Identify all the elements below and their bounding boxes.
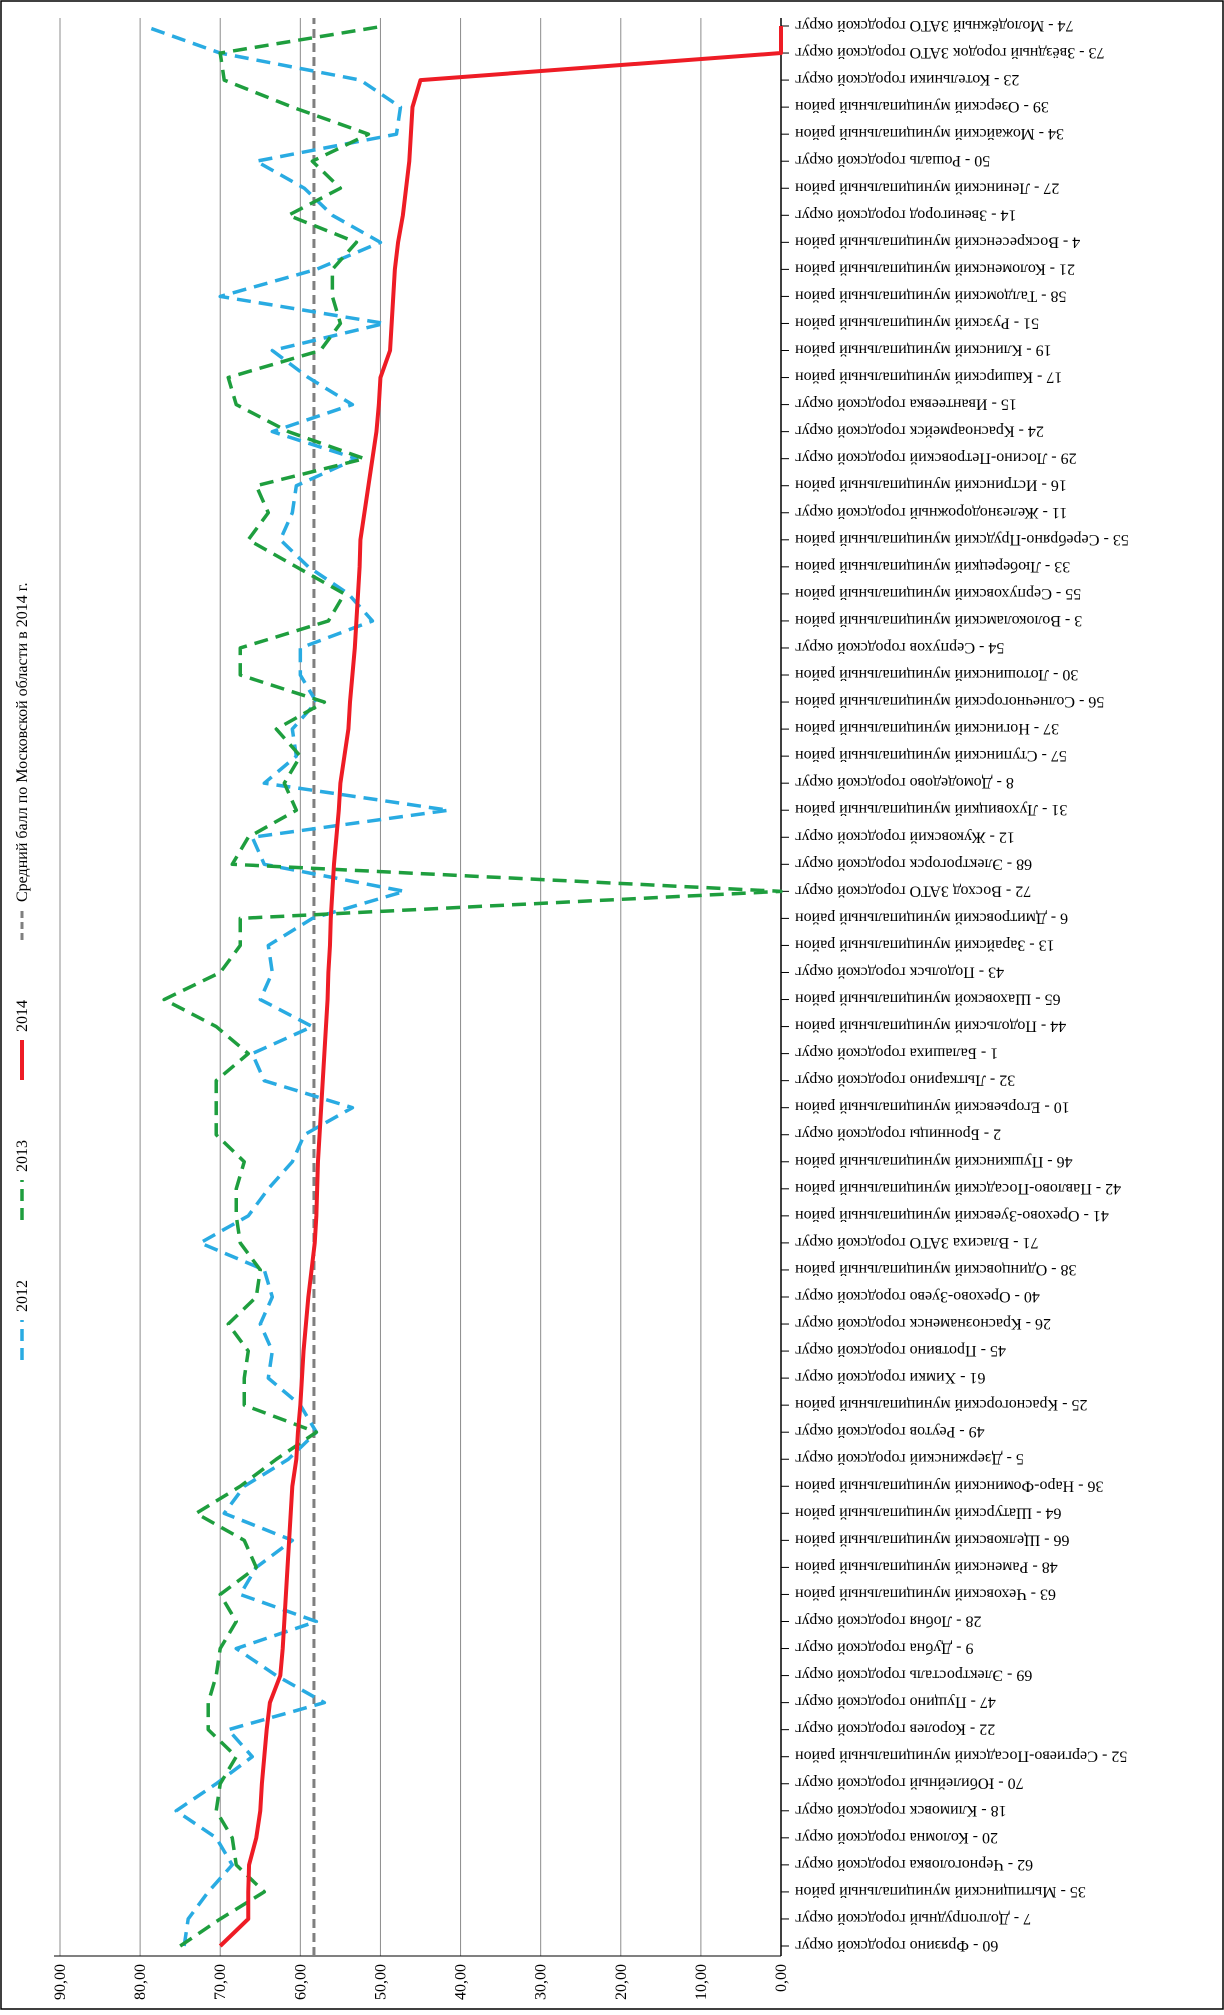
x-tick-label: 33 - Люберецкий муниципальный район [795, 558, 1071, 575]
x-tick-label: 40 - Орехово-Зуево городской округ [795, 1288, 1040, 1305]
rotated-chart: 0,00 10,00 20,00 30,00 40,00 50,00 60,00 70,00 8… [14, 17, 1129, 2000]
plot-area [54, 18, 781, 1956]
x-tick-label: 11 - Железнодорожный городской округ [795, 504, 1068, 521]
x-tick-label: 61 - Химки городской округ [795, 1369, 986, 1386]
x-tick-label: 23 - Котельники городской округ [795, 71, 1020, 88]
x-tick-label: 10 - Егорьевский муниципальный район [795, 1099, 1070, 1116]
x-tick-label: 7 - Долгопрудный городской округ [795, 1910, 1032, 1927]
x-tick-label: 22 - Королев городской округ [795, 1721, 996, 1738]
x-tick-label: 15 - Ивантеевка городской округ [795, 396, 1017, 413]
x-tick-label: 35 - Мытищинский муниципальный район [795, 1883, 1086, 1900]
x-tick-label: 64 - Шатурский муниципальный район [795, 1504, 1062, 1521]
x-tick-label: 51 - Рузский муниципальный район [795, 314, 1040, 331]
y-tick-label: 20,00 [613, 1964, 630, 2000]
y-tick-label: 30,00 [533, 1964, 550, 2000]
x-tick-label: 63 - Чеховский муниципальный район [795, 1585, 1056, 1602]
x-tick-label: 58 - Талдомский муниципальный район [795, 287, 1067, 304]
x-tick-label: 52 - Сергиево-Посадский муниципальный ра… [795, 1748, 1128, 1765]
x-tick-label: 60 - Фрязино городской округ [795, 1937, 999, 1954]
x-tick-label: 1 - Балашиха городской округ [795, 1045, 999, 1062]
x-tick-label: 5 - Дзержинский городской округ [795, 1450, 1024, 1467]
legend-label: 2013 [14, 1140, 31, 1172]
x-tick-label: 50 - Рошаль городской округ [795, 152, 991, 169]
x-tick-label: 48 - Раменский муниципальный район [795, 1558, 1058, 1575]
x-tick-label: 74 - Молодёжный ЗАТО городской округ [795, 17, 1074, 34]
x-tick-label: 43 - Подольск городской округ [795, 963, 1005, 980]
y-tick-label: 70,00 [212, 1964, 229, 2000]
y-tick-label: 10,00 [693, 1964, 710, 2000]
x-tick-label: 14 - Звенигород городской округ [795, 206, 1017, 223]
x-tick-label: 70 - Юбилейный городской округ [795, 1775, 1024, 1792]
x-tick-label: 2 - Бронницы городской округ [795, 1126, 1002, 1143]
x-tick-label: 41 - Орехово-Зуевский муниципальный райо… [795, 1207, 1109, 1224]
x-tick-label: 42 - Павлово-Посадский муниципальный рай… [795, 1180, 1122, 1197]
x-tick-label: 38 - Одинцовский муниципальный район [795, 1261, 1077, 1278]
x-tick-label: 45 - Протвино городской округ [795, 1342, 1006, 1359]
x-tick-label: 73 - Звёздный городок ЗАТО городской окр… [795, 44, 1105, 61]
x-tick-label: 31 - Луховицкий муниципальный район [795, 801, 1068, 818]
legend-label: 2014 [14, 1000, 31, 1032]
x-tick-label: 29 - Лосино-Петровский городской округ [795, 450, 1077, 467]
x-tick-label: 66 - Щелковский муниципальный район [795, 1531, 1070, 1548]
y-tick-label: 0,00 [773, 1964, 790, 1992]
x-tick-label: 30 - Лотошинский муниципальный район [795, 666, 1079, 683]
x-tick-label: 69 - Электросталь городской округ [795, 1667, 1033, 1684]
x-tick-label: 54 - Серпухов городской округ [795, 639, 1005, 656]
x-tick-label: 25 - Красногорский муниципальный район [795, 1396, 1088, 1413]
series-line [143, 24, 451, 1947]
x-tick-label: 49 - Реутов городской округ [795, 1423, 985, 1440]
x-tick-label: 13 - Зарайский муниципальный район [795, 936, 1055, 953]
x-tick-label: 47 - Пущино городской округ [795, 1694, 996, 1711]
x-tick-label: 20 - Коломна городской округ [795, 1829, 998, 1846]
x-tick-label: 71 - Власиха ЗАТО городской округ [795, 1234, 1039, 1251]
x-tick-label: 8 - Домодедово городской округ [795, 774, 1014, 791]
x-tick-label: 39 - Озерский муниципальный район [795, 98, 1049, 115]
x-tick-label: 9 - Дубна городской округ [795, 1640, 974, 1657]
x-tick-label: 27 - Ленинский муниципальный район [795, 179, 1060, 196]
x-tick-label: 4 - Воскресенский муниципальный район [795, 233, 1081, 250]
x-tick-label: 19 - Клинский муниципальный район [795, 342, 1052, 359]
x-tick-label: 21 - Коломенский муниципальный район [795, 260, 1075, 277]
x-tick-label: 12 - Жуковский городской округ [795, 828, 1015, 845]
x-tick-label: 53 - Серебряно-Прудский муниципальный ра… [795, 531, 1129, 548]
legend-label: Средний балл по Московской области в 201… [14, 583, 31, 902]
x-tick-label: 16 - Истринский муниципальный район [795, 477, 1067, 494]
x-tick-label: 24 - Красноармейск городской округ [795, 423, 1044, 440]
x-tick-label: 37 - Ногинский муниципальный район [795, 720, 1060, 737]
x-tick-label: 18 - Климовск городской округ [795, 1802, 1007, 1819]
x-tick-label: 57 - Ступинский муниципальный район [795, 747, 1067, 764]
x-tick-label: 68 - Электрогорск городской округ [795, 855, 1033, 872]
x-tick-label: 17 - Каширский муниципальный район [795, 369, 1063, 386]
x-tick-label: 55 - Серпуховский муниципальный район [795, 585, 1082, 602]
x-tick-label: 65 - Шаховской муниципальный район [795, 991, 1061, 1008]
x-tick-label: 3 - Волоколамский муниципальный район [795, 612, 1083, 629]
series-line [218, 26, 783, 1948]
x-tick-label: 6 - Дмитровский муниципальный район [795, 909, 1069, 926]
x-tick-label: 46 - Пушкинский муниципальный район [795, 1153, 1073, 1170]
series-line [162, 24, 783, 1948]
y-tick-label: 90,00 [52, 1964, 69, 2000]
legend-label: 2012 [14, 1280, 31, 1312]
x-tick-label: 26 - Краснознаменск городской округ [795, 1315, 1051, 1332]
x-tick-label: 62 - Черноголовка городской округ [795, 1856, 1034, 1873]
x-tick-label: 56 - Солнечногорский муниципальный район [795, 693, 1105, 710]
y-tick-label: 50,00 [372, 1964, 389, 2000]
x-tick-label: 32 - Лыткарино городской округ [795, 1072, 1016, 1089]
x-tick-label: 36 - Наро-Фоминский муниципальный район [795, 1477, 1104, 1494]
x-tick-label: 28 - Лобня городской округ [795, 1612, 982, 1629]
y-tick-label: 80,00 [132, 1964, 149, 2000]
x-tick-label: 44 - Подольский муниципальный район [795, 1018, 1067, 1035]
y-tick-label: 40,00 [453, 1964, 470, 2000]
x-tick-label: 34 - Можайский муниципальный район [795, 125, 1064, 142]
x-tick-label: 72 - Восход ЗАТО городской округ [795, 882, 1032, 899]
y-tick-label: 60,00 [292, 1964, 309, 2000]
